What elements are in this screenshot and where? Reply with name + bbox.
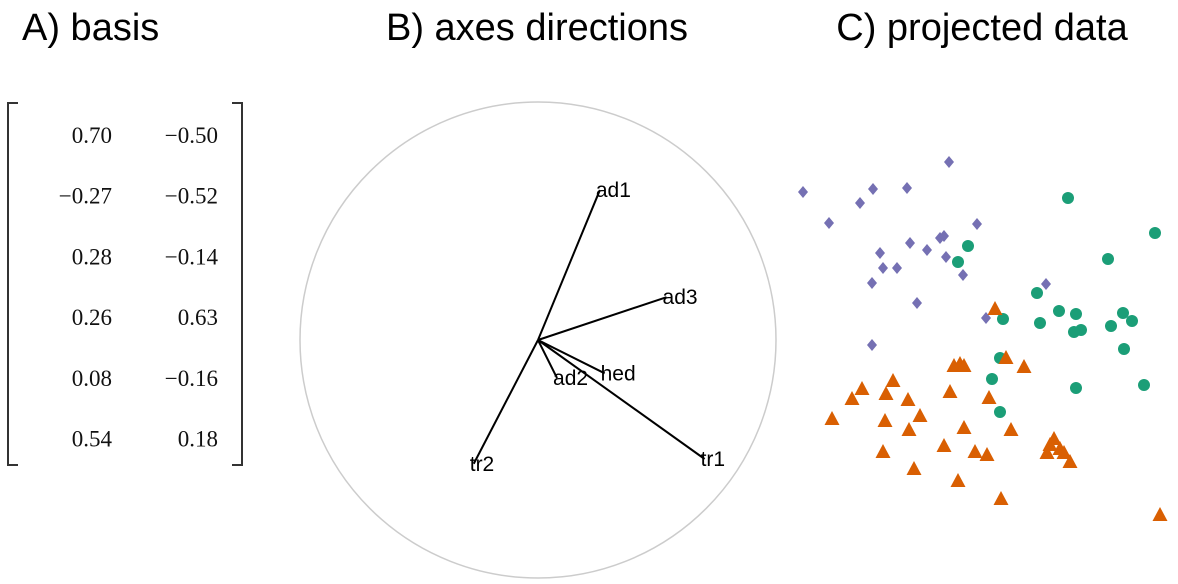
axis-label: ad2	[553, 367, 588, 390]
point	[946, 358, 962, 372]
point	[1138, 379, 1150, 391]
point	[972, 218, 982, 230]
axis-vector	[537, 189, 601, 341]
matrix-cell: 0.26	[72, 305, 112, 330]
unit-circle	[299, 101, 777, 579]
point	[875, 247, 885, 259]
axis-vector	[537, 339, 706, 460]
axis-vector	[537, 339, 606, 375]
point	[1118, 343, 1130, 355]
point	[994, 406, 1006, 418]
point	[900, 392, 916, 406]
point	[936, 438, 952, 452]
point	[1034, 317, 1046, 329]
matrix-cell: 0.08	[72, 366, 112, 391]
point	[1056, 445, 1072, 459]
point	[824, 217, 834, 229]
matrix-cell: −0.50	[165, 123, 218, 148]
matrix-cell: 0.18	[178, 427, 218, 452]
point	[906, 461, 922, 475]
axis-label: ad1	[596, 179, 631, 202]
panel-title: A) basis	[22, 7, 159, 49]
point	[993, 491, 1009, 505]
point	[892, 262, 902, 274]
point	[905, 237, 915, 249]
point	[956, 420, 972, 434]
point	[981, 390, 997, 404]
point	[1003, 422, 1019, 436]
axis-vector	[472, 339, 539, 465]
point	[885, 373, 901, 387]
point	[1046, 431, 1062, 445]
axis-vector	[537, 339, 558, 379]
point	[1126, 315, 1138, 327]
point	[956, 358, 972, 372]
point	[967, 444, 983, 458]
point	[922, 244, 932, 256]
point	[1117, 307, 1129, 319]
axis-label: tr1	[701, 448, 726, 471]
point	[1149, 227, 1161, 239]
point	[1102, 253, 1114, 265]
matrix-cell: −0.14	[165, 244, 219, 269]
matrix-cell: 0.63	[178, 305, 218, 330]
point	[867, 277, 877, 289]
point	[1041, 278, 1051, 290]
point	[962, 240, 974, 252]
point	[868, 183, 878, 195]
point	[1039, 445, 1055, 459]
point	[912, 297, 922, 309]
point	[986, 373, 998, 385]
matrix-cell: 0.28	[72, 244, 112, 269]
point	[875, 444, 891, 458]
matrix-cell: 0.54	[72, 427, 113, 452]
matrix-bracket	[232, 102, 243, 466]
matrix-cell: 0.70	[72, 123, 112, 148]
point	[902, 182, 912, 194]
point	[1152, 507, 1168, 521]
point	[1062, 192, 1074, 204]
point	[958, 269, 968, 281]
matrix-cell: −0.16	[165, 366, 218, 391]
point	[901, 422, 917, 436]
point	[1070, 308, 1082, 320]
point	[912, 408, 928, 422]
point	[878, 386, 894, 400]
axis-label: tr2	[470, 453, 495, 476]
point	[844, 391, 860, 405]
point	[1068, 326, 1080, 338]
point	[944, 156, 954, 168]
axis-label: ad3	[663, 286, 698, 309]
panel-title: C) projected data	[836, 7, 1128, 49]
point	[1031, 287, 1043, 299]
point	[950, 473, 966, 487]
point	[987, 301, 1003, 315]
point	[1105, 320, 1117, 332]
point	[1053, 305, 1065, 317]
axis-label: hed	[601, 362, 636, 385]
matrix-cell: −0.27	[59, 184, 112, 209]
panel-title: B) axes directions	[386, 7, 688, 49]
point	[941, 251, 951, 263]
axis-vector	[537, 296, 667, 341]
point	[997, 313, 1009, 325]
point	[939, 230, 949, 242]
point	[855, 197, 865, 209]
point	[798, 186, 808, 198]
point	[824, 411, 840, 425]
point	[1062, 454, 1078, 468]
point	[1016, 359, 1032, 373]
point	[979, 447, 995, 461]
point	[942, 384, 958, 398]
point	[878, 262, 888, 274]
point	[854, 381, 870, 395]
point	[952, 256, 964, 268]
point	[867, 339, 877, 351]
point	[877, 413, 893, 427]
matrix-bracket	[7, 102, 18, 466]
point	[1070, 382, 1082, 394]
point	[998, 350, 1014, 364]
matrix-cell: −0.52	[165, 184, 218, 209]
